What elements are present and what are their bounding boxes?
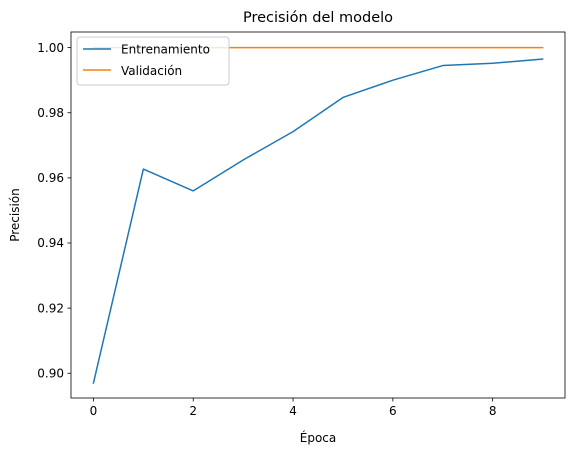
- legend: Entrenamiento Validación: [76, 36, 230, 86]
- x-axis-label: Época: [300, 430, 337, 445]
- y-tick-label-3: 0.96: [37, 171, 64, 185]
- plot-area: [71, 32, 565, 398]
- y-tick-label-1: 0.92: [37, 301, 64, 315]
- y-tick-label-0: 0.90: [37, 366, 64, 380]
- plot-frame: [70, 31, 566, 399]
- x-tick-label-4: 8: [489, 404, 497, 418]
- y-tick-label-2: 0.94: [37, 236, 64, 250]
- legend-box: [76, 36, 230, 86]
- chart-title: Precisión del modelo: [243, 10, 393, 26]
- x-tick-label-0: 0: [90, 404, 98, 418]
- axes-layer: 0 2 4 6 8 0.90 0.92 0.94 0.96 0.98 1.00: [37, 41, 496, 418]
- y-tick-label-4: 0.98: [37, 106, 64, 120]
- legend-label-train: Entrenamiento: [121, 43, 210, 57]
- x-tick-label-3: 6: [389, 404, 397, 418]
- y-tick-label-5: 1.00: [37, 41, 64, 55]
- series-line-0: [92, 58, 544, 384]
- legend-label-validation: Validación: [121, 64, 182, 78]
- x-tick-label-1: 2: [189, 404, 197, 418]
- x-tick-label-2: 4: [289, 404, 297, 418]
- y-axis-label: Precisión: [8, 188, 22, 242]
